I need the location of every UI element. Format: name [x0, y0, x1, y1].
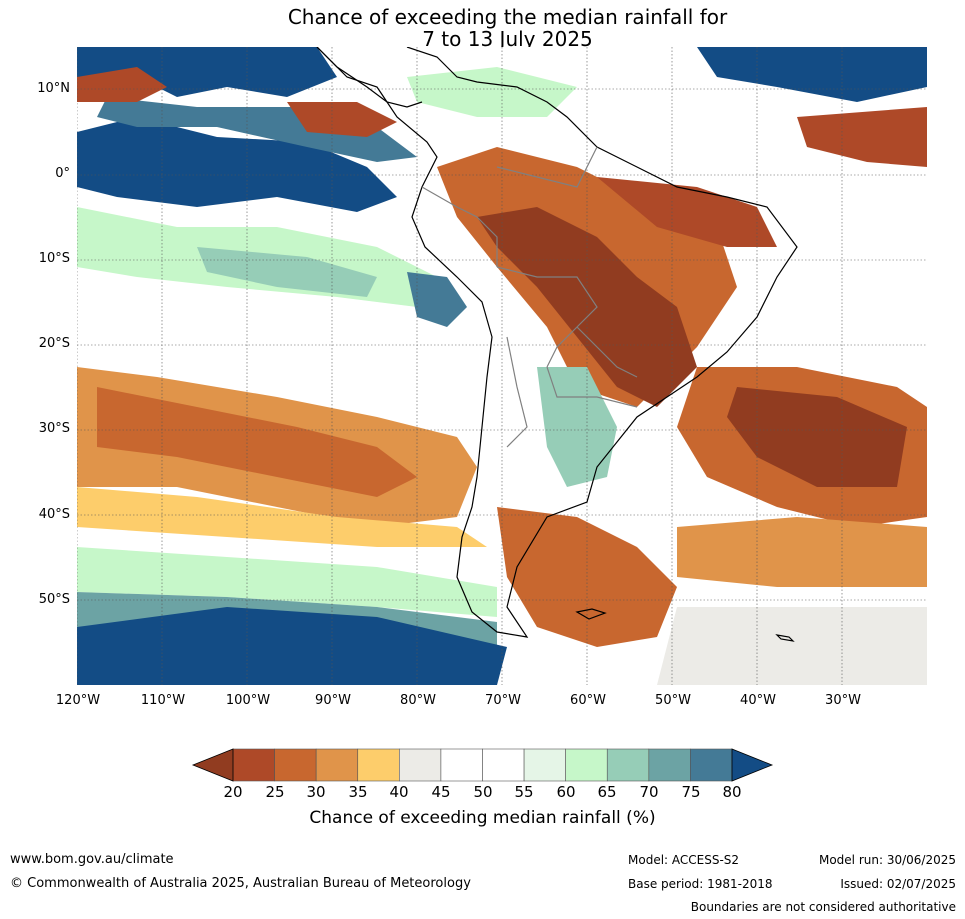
colorbar-cell [565, 748, 608, 782]
colorbar-tick-50: 50 [473, 783, 493, 801]
colorbar-cell [648, 748, 691, 782]
colorbar-tick-75: 75 [681, 783, 701, 801]
probability-field [77, 47, 927, 685]
map-title-line-2: 7 to 13 July 2025 [422, 27, 593, 51]
far-south-atlantic-grey [657, 607, 927, 685]
lon-label-80w: 80°W [400, 693, 436, 708]
rainfall-probability-map [77, 47, 927, 685]
lon-label-30w: 30°W [825, 693, 861, 708]
lon-label-120w: 120°W [55, 693, 101, 708]
colorbar-tick-60: 60 [556, 783, 576, 801]
peru-offshore-blue [407, 272, 467, 327]
southeast-pacific-very-dry [97, 387, 417, 497]
southern-ocean-green [77, 547, 497, 617]
atlantic-north-red [797, 107, 927, 167]
lat-label-30s: 30°S [38, 421, 70, 436]
colorbar-cell [606, 748, 650, 782]
colorbar-tick-40: 40 [389, 783, 409, 801]
country-borders [421, 146, 638, 448]
model-run-text: Model run: 30/06/2025 [818, 853, 956, 867]
graticule [77, 47, 927, 685]
colorbar-cell [482, 748, 525, 782]
central-america-coastline [316, 47, 423, 108]
colorbar-cell [399, 748, 442, 782]
colorbar-cell [315, 748, 359, 782]
colorbar-tick-30: 30 [306, 783, 326, 801]
colorbar-label: Chance of exceeding median rainfall (%) [309, 808, 656, 828]
disclaimer-text: Boundaries are not considered authoritat… [690, 900, 956, 914]
copyright-text: © Commonwealth of Australia 2025, Austra… [10, 876, 471, 891]
central-pacific-red [287, 102, 397, 137]
colorbar-over-triangle [731, 748, 774, 782]
lon-label-110w: 110°W [140, 693, 186, 708]
lat-label-10s: 10°S [38, 251, 70, 266]
caribbean-red [77, 67, 167, 102]
east-pacific-teal [197, 247, 377, 297]
lon-label-40w: 40°W [740, 693, 776, 708]
colorbar-tick-80: 80 [722, 783, 742, 801]
issued-text: Issued: 02/07/2025 [840, 877, 956, 891]
lat-label-40s: 40°S [38, 507, 70, 522]
subtropical-pacific-yellow [77, 487, 487, 547]
south-america-coastline [316, 47, 798, 638]
lat-label-10n: 10°N [37, 81, 70, 96]
lat-label-0: 0° [55, 166, 70, 181]
colorbar-tick-45: 45 [431, 783, 451, 801]
lon-label-60w: 60°W [570, 693, 606, 708]
colorbar-tick-25: 25 [265, 783, 285, 801]
colorbar-cell [523, 748, 566, 782]
lat-label-20s: 20°S [38, 336, 70, 351]
east-pacific-blue-2 [97, 97, 417, 162]
colorbar-under-triangle [191, 748, 234, 782]
north-atlantic-blue [697, 47, 927, 102]
lon-label-90w: 90°W [315, 693, 351, 708]
lat-label-50s: 50°S [38, 592, 70, 607]
colorbar-cell [232, 748, 275, 782]
tropical-blue-band [77, 47, 337, 97]
colorbar-tick-70: 70 [639, 783, 659, 801]
falkland-islands [575, 608, 607, 620]
lon-label-50w: 50°W [655, 693, 691, 708]
west-pacific-blue [77, 117, 397, 212]
south-georgia [775, 634, 795, 642]
colorbar-cell [274, 748, 317, 782]
lon-label-70w: 70°W [485, 693, 521, 708]
lon-label-100w: 100°W [225, 693, 271, 708]
northeast-brazil-dry [597, 177, 777, 247]
map-title-line-1: Chance of exceeding the median rainfall … [287, 5, 728, 29]
website-link[interactable]: www.bom.gov.au/climate [10, 852, 174, 867]
colorbar-cells [232, 748, 733, 782]
caribbean-green [407, 67, 577, 117]
colorbar-cell [690, 748, 733, 782]
colorbar-tick-35: 35 [348, 783, 368, 801]
south-atlantic-core [727, 387, 907, 487]
base-period-text: Base period: 1981-2018 [628, 877, 773, 891]
colorbar-tick-20: 20 [223, 783, 243, 801]
south-atlantic-orange [677, 517, 927, 587]
colorbar-tick-55: 55 [514, 783, 534, 801]
colorbar-cell [440, 748, 483, 782]
southern-ocean-blue [77, 607, 507, 685]
model-text: Model: ACCESS-S2 [628, 853, 740, 867]
colorbar-tick-65: 65 [597, 783, 617, 801]
colorbar [191, 748, 774, 782]
colorbar-cell [357, 748, 400, 782]
